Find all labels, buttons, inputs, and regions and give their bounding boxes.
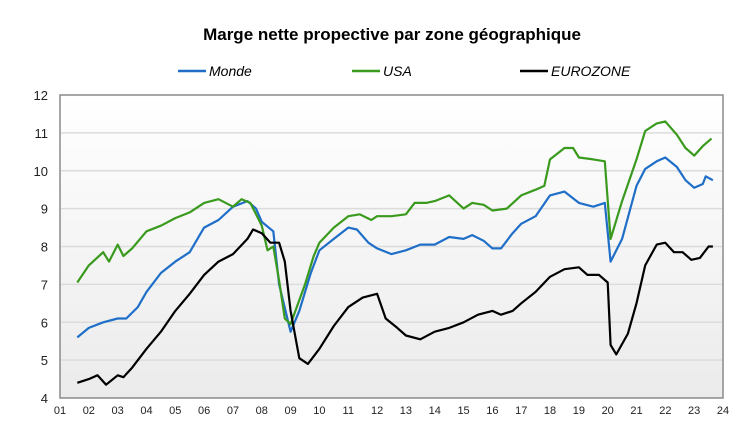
x-tick-label: 24: [717, 405, 729, 417]
x-tick-label: 04: [140, 405, 152, 417]
x-tick-label: 10: [313, 405, 325, 417]
y-tick-label: 10: [34, 164, 48, 179]
legend-label: Monde: [209, 63, 252, 79]
y-tick-label: 8: [41, 240, 48, 255]
legend-label: EUROZONE: [551, 63, 631, 79]
series-line-usa: [76, 120, 713, 326]
x-tick-label: 06: [198, 405, 210, 417]
y-tick-label: 7: [41, 277, 48, 292]
legend-label: USA: [383, 63, 412, 79]
x-tick-label: 01: [54, 405, 66, 417]
chart-title: Marge nette propective par zone géograph…: [203, 25, 581, 44]
x-tick-label: 11: [343, 405, 354, 417]
x-tick-label: 13: [400, 405, 412, 417]
y-tick-label: 12: [34, 88, 48, 103]
y-tick-label: 9: [41, 202, 48, 217]
y-tick-label: 5: [41, 353, 48, 368]
x-tick-label: 20: [602, 405, 614, 417]
x-tick-label: 02: [83, 405, 95, 417]
x-tick-label: 23: [688, 405, 700, 417]
x-tick-label: 18: [544, 405, 556, 417]
x-tick-label: 03: [112, 405, 124, 417]
x-tick-label: 05: [169, 405, 181, 417]
x-tick-label: 12: [371, 405, 383, 417]
x-tick-label: 08: [256, 405, 268, 417]
x-tick-label: 07: [227, 405, 239, 417]
x-tick-label: 22: [659, 405, 671, 417]
y-tick-label: 6: [41, 315, 48, 330]
x-tick-label: 14: [429, 405, 441, 417]
x-tick-label: 09: [284, 405, 296, 417]
x-tick-label: 21: [630, 405, 642, 417]
legend: Monde USA EUROZONE: [178, 63, 631, 79]
x-tick-label: 19: [573, 405, 585, 417]
series-line-monde: [76, 156, 714, 339]
series-line-eurozone: [76, 228, 713, 386]
x-tick-label: 17: [515, 405, 527, 417]
y-tick-label: 11: [35, 126, 49, 141]
y-tick-label: 4: [41, 391, 48, 406]
x-tick-label: 15: [457, 405, 469, 417]
x-tick-label: 16: [486, 405, 498, 417]
